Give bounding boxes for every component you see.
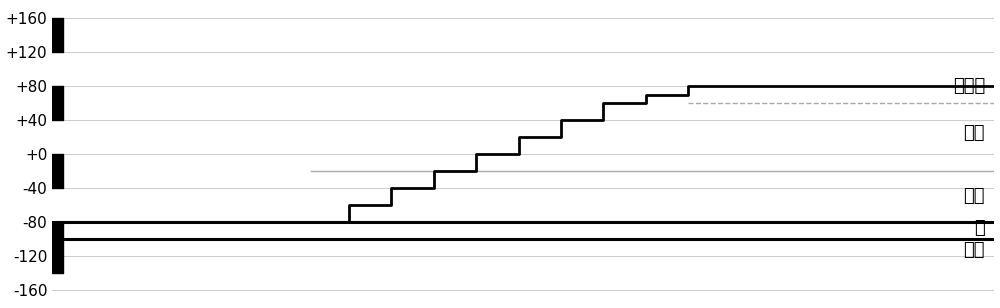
Text: 砂岩: 砂岩 (964, 124, 985, 142)
Text: 第四系: 第四系 (953, 77, 985, 95)
Text: 弱层: 弱层 (964, 241, 985, 259)
Text: 煤: 煤 (974, 219, 985, 237)
Text: 泥岩: 泥岩 (964, 187, 985, 205)
